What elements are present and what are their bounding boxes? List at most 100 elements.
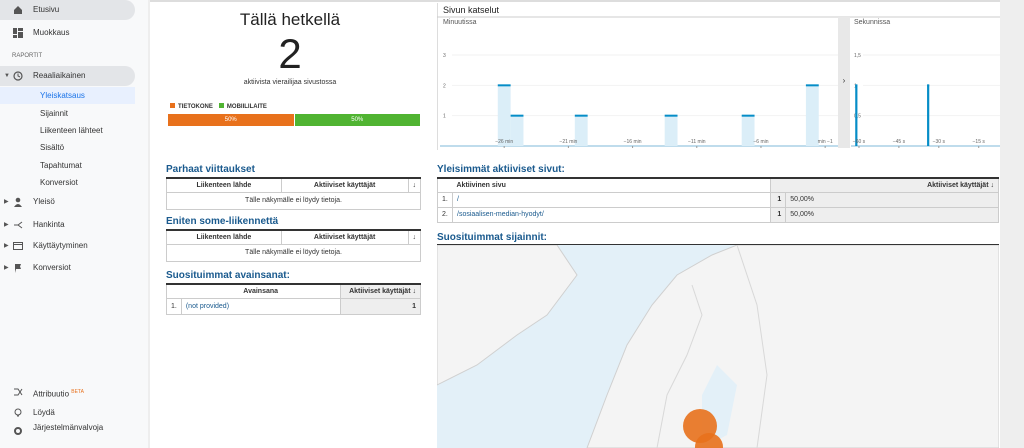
section-title: Parhaat viittaukset [166,164,255,175]
x-tick-label: −26 min [495,139,513,145]
bar [497,85,511,146]
land [586,245,999,448]
col-header[interactable]: Aktiiviset käyttäjät ↓ [340,283,421,299]
col-header[interactable]: Avainsana [181,283,342,299]
icon [13,242,23,250]
nav-conversions[interactable]: Konversiot [40,178,78,187]
pages-table: Aktiivinen sivu Aktiiviset käyttäjät ↓ 1.… [437,177,999,223]
icon [13,28,23,38]
nav-label: Käyttäytyminen [33,241,88,250]
legend-swatch [170,103,175,108]
bar [664,115,678,146]
nav-attribution[interactable]: Attribuutio BETA [0,382,135,402]
device-segment: 50% [168,114,295,126]
bar [574,115,588,146]
y-tick-label: 2 [443,83,446,89]
icon [14,388,23,396]
keywords-table: Avainsana Aktiiviset käyttäjät ↓ 1. (not p… [166,283,421,315]
bar [510,115,524,146]
border [656,284,703,448]
nav-content[interactable]: Sisältö [40,143,65,152]
caret: ▶ [4,222,9,228]
land [437,245,578,386]
users: 1 [770,191,787,208]
device-bar: 50% 50% [168,114,421,126]
legend-swatch [218,103,224,108]
nav-acquisition[interactable]: ▶ Hankinta [0,215,135,235]
col-header[interactable]: Liikenteen lähde [166,177,282,193]
nav-conversions-report[interactable]: ▶ Konversiot [0,258,135,278]
segment-label: 50% [224,117,237,123]
row-index: 1. [166,297,182,315]
nav-label: Löydä [33,408,55,417]
beta-badge: BETA [71,389,84,395]
empty-message: Tälle näkymälle ei löydy tietoja. [166,243,421,262]
top-border [150,0,1000,2]
bar [855,85,858,146]
users: 1 [340,297,421,315]
nav-label: Hankinta [33,220,65,229]
active-count: 2 [278,30,302,77]
nav-overview[interactable]: Yleiskatsaus [0,87,135,104]
pageviews-title: Sivun katselut [443,5,500,15]
col-header[interactable]: Aktiivinen sivu [452,177,772,193]
empty-message: Tälle näkymälle ei löydy tietoja. [166,191,421,210]
col-header[interactable]: Liikenteen lähde [166,229,282,245]
x-tick-label: min −1 [818,139,833,145]
pageview-charts: › Minuutissa 1 2 3 −26 min −21 min −16 min −11 … [437,16,1000,148]
icon [13,71,23,81]
active-caption: aktiivista vierailijaa sivustossa [243,79,337,86]
col-header-label: Aktiiviset käyttäjät [349,287,411,295]
nav-locations[interactable]: Sijainnit [40,109,69,118]
x-tick-label: −6 min [753,139,768,145]
device-segment: 50% [294,114,421,126]
legend-label: TIETOKONE [178,104,213,110]
sort-icon[interactable]: ↓ [407,229,421,245]
nav-label: Järjestelmänvalvoja [33,423,104,432]
col-header-label: Aktiiviset käyttäjät [927,181,989,189]
nav-behavior[interactable]: ▶ Käyttäytyminen [0,236,135,256]
nav-discover[interactable]: Löydä [0,403,135,423]
section-title: Suosituimmat sijainnit: [437,232,548,243]
segment-label: 50% [351,117,364,123]
sort-icon[interactable]: ↓ [407,177,421,193]
caret: ▶ [4,199,9,205]
col-header[interactable]: Aktiiviset käyttäjät ↓ [770,177,999,193]
icon [14,408,22,417]
icon [14,221,23,229]
page-path[interactable]: /sosiaalisen-median-hyodyt/ [451,206,772,223]
nav-audience[interactable]: ▶ Yleisö [0,192,135,212]
nav-home[interactable]: Etusivu [0,0,135,20]
nav-customize[interactable]: Muokkaus [0,23,135,43]
nav-label: Muokkaus [33,28,70,37]
col-header[interactable]: Aktiiviset käyttäjät [280,229,409,245]
keyword[interactable]: (not provided) [180,297,342,315]
y-tick-label: 3 [443,53,446,59]
section-title: Suosituimmat avainsanat: [166,270,290,281]
location-bubble[interactable] [695,433,723,448]
nav-admin[interactable]: Järjestelmänvalvoja [0,423,110,443]
chart-splitter[interactable] [838,17,850,148]
nav-traffic[interactable]: Liikenteen lähteet [40,126,103,135]
share: 50,00% [785,191,999,208]
nav-events[interactable]: Tapahtumat [40,161,82,170]
nav-label: Konversiot [33,263,71,272]
nav-label: Etusivu [33,5,60,14]
nav-realtime[interactable]: ▼ Reaaliaikainen [0,66,135,86]
splitter-arrow: › [843,76,846,85]
page-path[interactable]: / [451,191,772,208]
y-tick-label: 0,5 [854,114,861,120]
section-title: Yleisimmät aktiiviset sivut: [437,164,565,175]
caret: ▶ [4,265,9,271]
x-tick-label: −60 s [853,139,866,145]
bar [927,85,930,146]
referrals-table: Liikenteen lähde Aktiiviset käyttäjät ↓ Tä… [166,177,421,210]
icon [14,197,22,207]
icon [14,427,22,435]
pageviews-panel [437,3,1000,150]
nav-label: Yleisö [33,197,55,206]
col-header[interactable]: Aktiiviset käyttäjät [280,177,409,193]
x-tick-label: −45 s [893,139,906,145]
location-map[interactable] [437,245,999,448]
